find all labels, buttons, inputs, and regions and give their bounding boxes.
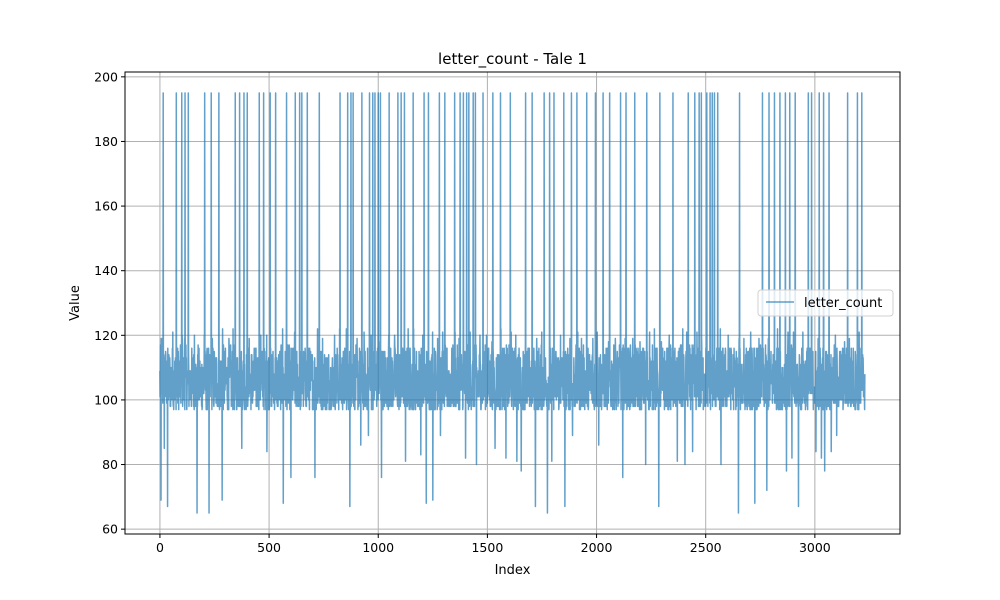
tick-layer: 0 500 1000 1500 2000 2500 3000 60 80 100 120 140 160… — [94, 69, 831, 555]
legend-label: letter_count — [804, 296, 882, 311]
plot-frame — [124, 71, 901, 535]
y-tick-label: 120 — [94, 328, 118, 343]
x-tick-label: 3000 — [799, 540, 831, 555]
series-line-letter-count — [159, 92, 866, 514]
y-axis-title: Value — [68, 285, 83, 321]
y-tick-label: 60 — [102, 522, 118, 537]
y-tick-label: 160 — [94, 199, 118, 214]
legend-box — [757, 289, 894, 317]
x-tick-label: 500 — [257, 540, 281, 555]
y-tick-label: 200 — [94, 69, 118, 84]
y-tick-label: 140 — [94, 263, 118, 278]
x-tick-label: 1000 — [362, 540, 394, 555]
x-tick-label: 2000 — [581, 540, 613, 555]
y-tick-label: 80 — [102, 457, 118, 472]
series-layer — [159, 92, 866, 514]
legend: letter_count — [757, 289, 894, 317]
x-tick-label: 1500 — [471, 540, 503, 555]
x-tick-label: 2500 — [690, 540, 722, 555]
y-tick-label: 100 — [94, 392, 118, 407]
x-tick-label: 0 — [156, 540, 164, 555]
y-tick-label: 180 — [94, 134, 118, 149]
chart-title: letter_count - Tale 1 — [438, 50, 587, 69]
x-axis-title: Index — [495, 563, 531, 578]
